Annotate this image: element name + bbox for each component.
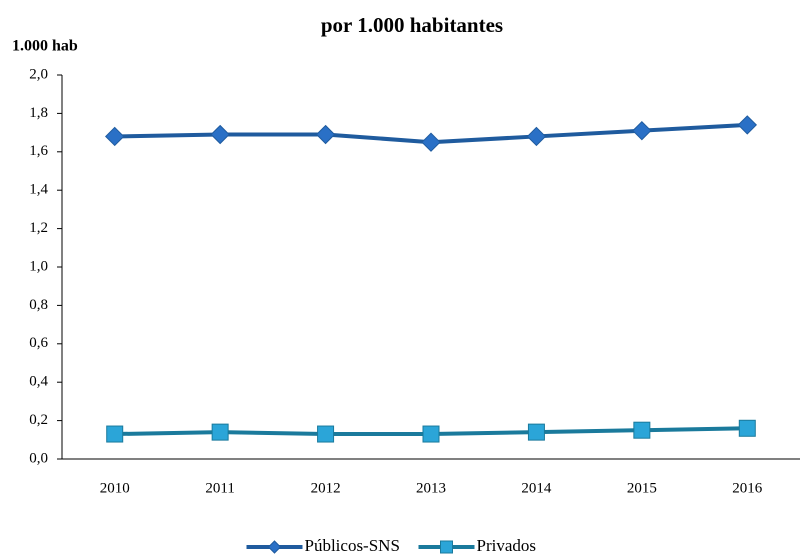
square-marker: [211, 423, 229, 441]
x-tick-label: 2014: [521, 480, 552, 496]
square-marker: [106, 425, 124, 443]
square-marker: [738, 419, 756, 437]
y-tick-label: 1,8: [29, 105, 48, 121]
legend: Públicos-SNS Privados: [246, 536, 537, 555]
y-tick-label: 1,2: [29, 220, 48, 236]
square-marker: [633, 421, 651, 439]
legend-marker: [440, 540, 453, 554]
y-tick-label: 1,4: [29, 182, 48, 198]
diamond-marker: [315, 124, 336, 145]
x-tick-label: 2012: [311, 480, 341, 496]
square-marker: [317, 425, 335, 443]
square-marker: [422, 425, 440, 443]
y-tick-label: 0,8: [29, 297, 48, 313]
y-tick-label: 0,0: [29, 450, 48, 466]
y-axis-label: 1.000 hab: [12, 38, 78, 55]
y-tick-label: 1,0: [29, 258, 48, 274]
diamond-marker: [105, 126, 125, 147]
x-tick-label: 2016: [732, 480, 763, 496]
legend-label: Públicos-SNS: [305, 536, 400, 555]
diamond-marker: [421, 132, 441, 152]
y-tick-label: 0,6: [29, 335, 48, 351]
diamond-marker: [210, 124, 230, 145]
y-tick-label: 0,4: [29, 374, 48, 390]
diamond-marker: [632, 120, 652, 141]
square-marker: [527, 423, 545, 441]
legend-marker: [267, 540, 282, 554]
legend-label: Privados: [477, 536, 537, 555]
y-tick-label: 2,0: [29, 66, 48, 82]
x-tick-label: 2010: [100, 480, 130, 496]
y-tick-label: 0,2: [29, 412, 48, 428]
chart-title: por 1.000 habitantes: [321, 13, 503, 37]
x-tick-label: 2015: [627, 480, 657, 496]
diamond-marker: [737, 115, 757, 135]
y-tick-label: 1,6: [29, 143, 48, 159]
x-tick-label: 2013: [416, 480, 446, 496]
diamond-marker: [526, 126, 547, 147]
x-tick-label: 2011: [205, 480, 234, 496]
